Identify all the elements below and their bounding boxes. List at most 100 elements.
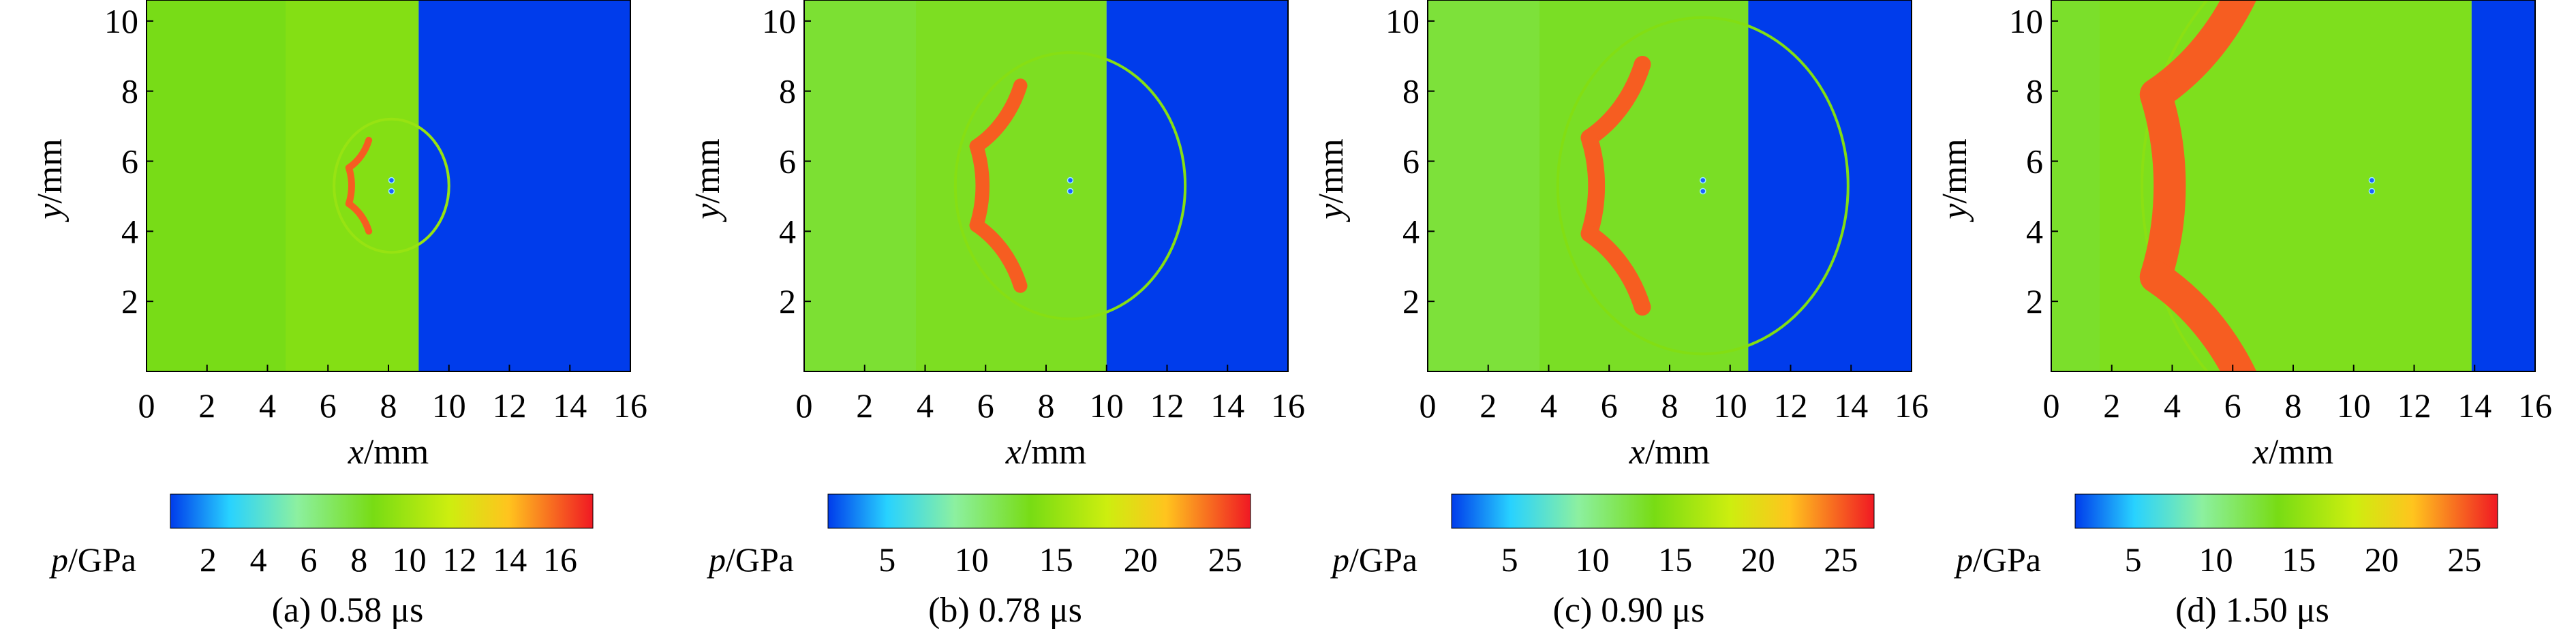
plateau-region <box>916 0 1107 371</box>
x-tick-label: 6 <box>977 386 994 425</box>
x-tick-label: 4 <box>1540 386 1557 425</box>
x-tick-label: 16 <box>613 386 647 425</box>
y-tick-label: 8 <box>1402 72 1420 110</box>
y-tick-label: 8 <box>121 72 138 110</box>
x-tick-label: 2 <box>198 386 215 425</box>
pressure-crescent <box>1580 55 1651 147</box>
panel-caption: (b) 0.78 μs <box>928 591 1082 630</box>
y-tick-label: 6 <box>1402 142 1420 181</box>
y-tick-label: 10 <box>762 2 796 40</box>
pressure-crescent <box>2139 260 2257 371</box>
plateau-region <box>1539 0 1749 371</box>
void-marker <box>1700 187 1706 195</box>
wave-circle <box>1556 16 1850 356</box>
void-marker <box>388 177 395 184</box>
x-tick-label: 0 <box>796 386 813 425</box>
x-tick-label: 14 <box>2457 386 2491 425</box>
y-tick-label: 2 <box>2026 282 2043 320</box>
colorbar-label: p/GPa <box>707 540 794 579</box>
colorbar-tick-label: 5 <box>2125 540 2142 579</box>
pressure-crescent <box>345 200 373 235</box>
x-tick-label: 2 <box>1479 386 1497 425</box>
colorbar-tick-label: 10 <box>1576 540 1610 579</box>
y-tick-label: 6 <box>779 142 796 181</box>
x-tick-label: 4 <box>917 386 934 425</box>
x-axis-label: x/mm <box>348 433 429 472</box>
unshocked-region <box>2471 0 2535 371</box>
panel-caption: (c) 0.90 μs <box>1553 591 1705 630</box>
pressure-crescent <box>969 139 990 232</box>
x-tick-label: 10 <box>1713 386 1747 425</box>
x-tick-label: 12 <box>493 386 527 425</box>
x-tick-label: 16 <box>2518 386 2552 425</box>
y-tick-label: 10 <box>1385 2 1420 40</box>
x-tick-label: 16 <box>1271 386 1305 425</box>
y-tick-label: 6 <box>121 142 138 181</box>
x-tick-label: 8 <box>1038 386 1055 425</box>
x-tick-label: 6 <box>320 386 337 425</box>
y-tick-label: 4 <box>121 212 138 250</box>
void-marker <box>2368 187 2376 195</box>
panel-caption: (a) 0.58 μs <box>272 591 424 630</box>
colorbar-tick-label: 25 <box>2447 540 2481 579</box>
void-marker <box>1067 187 1074 195</box>
pressure-field <box>2051 0 2535 371</box>
colorbar-tick-label: 20 <box>1741 540 1775 579</box>
x-tick-label: 6 <box>1601 386 1618 425</box>
void-marker <box>1067 177 1074 184</box>
panel-caption: (d) 1.50 μs <box>2175 591 2329 630</box>
x-tick-label: 4 <box>2164 386 2181 425</box>
colorbar-tick-label: 10 <box>393 540 427 579</box>
colorbar-tick-label: 16 <box>543 540 577 579</box>
colorbar-tick-label: 25 <box>1824 540 1858 579</box>
y-tick-label: 2 <box>121 282 138 320</box>
pressure-field <box>147 0 630 371</box>
y-tick-label: 6 <box>2026 142 2043 181</box>
pressure-crescent <box>2139 0 2257 111</box>
colorbar-tick-label: 10 <box>2199 540 2233 579</box>
pressure-field <box>804 0 1288 371</box>
pressure-field <box>1428 0 1912 371</box>
pressure-crescent <box>969 218 1028 293</box>
colorbar-tick-label: 15 <box>1658 540 1692 579</box>
colorbar-tick-label: 6 <box>300 540 317 579</box>
x-tick-label: 0 <box>138 386 155 425</box>
colorbar-tick-label: 10 <box>955 540 989 579</box>
colorbar-tick-label: 2 <box>200 540 217 579</box>
unshocked-region <box>1748 0 1912 371</box>
pressure-crescent <box>1580 129 1606 243</box>
pressure-crescent <box>2139 78 2186 293</box>
colorbar-tick-label: 20 <box>1124 540 1158 579</box>
void-marker <box>1700 177 1706 184</box>
colorbar <box>170 493 594 529</box>
colorbar <box>2074 493 2498 529</box>
x-tick-label: 10 <box>1090 386 1124 425</box>
void-marker <box>2368 177 2376 184</box>
y-tick-label: 10 <box>2009 2 2043 40</box>
y-tick-label: 8 <box>779 72 796 110</box>
x-tick-label: 0 <box>1420 386 1437 425</box>
colorbar-tick-label: 25 <box>1208 540 1242 579</box>
x-tick-label: 12 <box>2397 386 2432 425</box>
x-axis-label: x/mm <box>2252 433 2333 472</box>
x-axis-label: x/mm <box>1005 433 1086 472</box>
x-tick-label: 8 <box>2285 386 2302 425</box>
y-axis-label: y/mm <box>688 138 727 222</box>
pressure-crescent <box>345 164 355 207</box>
colorbar-tick-label: 15 <box>2282 540 2316 579</box>
x-tick-label: 10 <box>432 386 466 425</box>
x-tick-label: 6 <box>2224 386 2241 425</box>
colorbar-label: p/GPa <box>1330 540 1417 579</box>
y-tick-label: 8 <box>2026 72 2043 110</box>
x-axis-label: x/mm <box>1629 433 1710 472</box>
x-tick-label: 8 <box>380 386 397 425</box>
colorbar <box>827 493 1251 529</box>
void-marker <box>388 187 395 195</box>
x-tick-label: 10 <box>2337 386 2371 425</box>
colorbar-tick-label: 14 <box>493 540 527 579</box>
